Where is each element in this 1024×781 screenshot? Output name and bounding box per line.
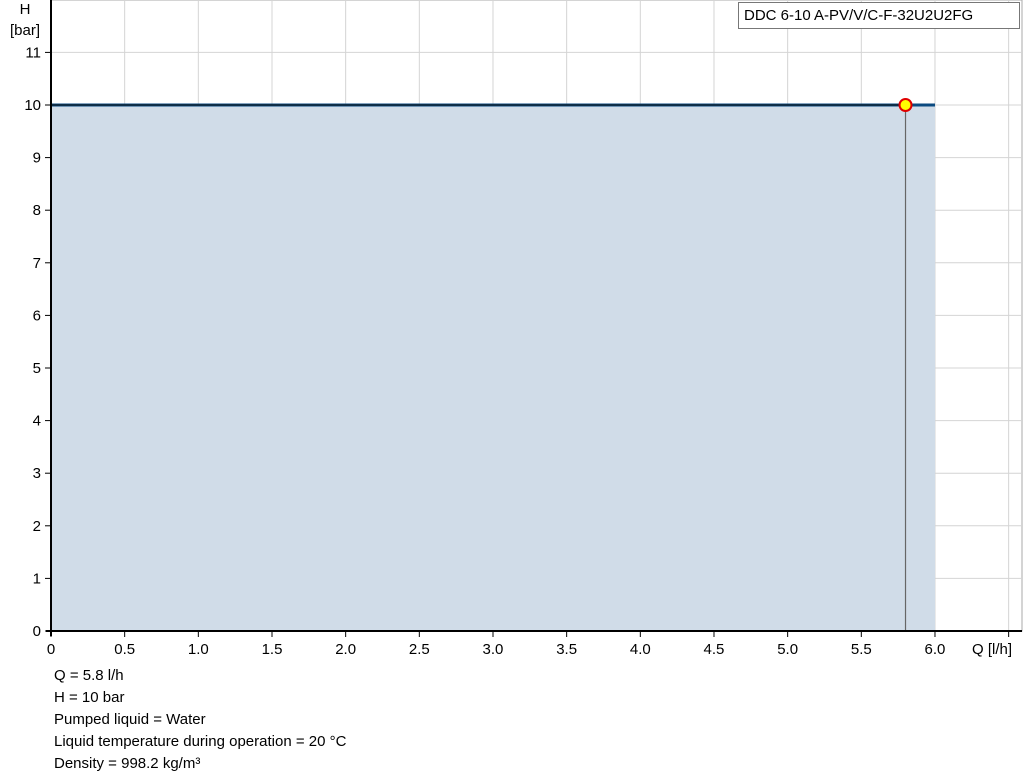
info-density: Density = 998.2 kg/m³ (54, 755, 201, 772)
y-axis-label: H (20, 1, 31, 18)
x-tick-label: 4.0 (630, 641, 651, 658)
info-liquid: Pumped liquid = Water (54, 711, 206, 728)
y-tick-label: 4 (33, 413, 41, 430)
operating-info: Q = 5.8 l/h H = 10 bar Pumped liquid = W… (54, 665, 346, 775)
x-axis-label: Q [l/h] (972, 641, 1012, 658)
info-head: H = 10 bar (54, 689, 125, 706)
y-tick-label: 3 (33, 465, 41, 482)
x-tick-label: 6.0 (925, 641, 946, 658)
y-axis-unit: [bar] (10, 22, 40, 39)
y-tick-label: 8 (33, 202, 41, 219)
y-tick-label: 0 (33, 623, 41, 640)
x-tick-label: 0.5 (114, 641, 135, 658)
legend-box: DDC 6-10 A-PV/V/C-F-32U2U2FG (738, 2, 1020, 29)
x-tick-label: 4.5 (704, 641, 725, 658)
y-tick-label: 7 (33, 255, 41, 272)
x-tick-label: 1.5 (262, 641, 283, 658)
x-tick-label: 2.5 (409, 641, 430, 658)
x-tick-label: 3.5 (556, 641, 577, 658)
y-tick-label: 6 (33, 307, 41, 324)
x-tick-label: 0 (47, 641, 55, 658)
y-tick-label: 5 (33, 360, 41, 377)
duty-point-marker (898, 98, 913, 112)
operating-area (51, 105, 935, 631)
y-tick-label: 10 (24, 97, 41, 114)
info-temperature: Liquid temperature during operation = 20… (54, 733, 347, 750)
x-tick-label: 5.0 (777, 641, 798, 658)
y-tick-label: 9 (33, 150, 41, 167)
x-tick-label: 2.0 (335, 641, 356, 658)
x-tick-label: 3.0 (483, 641, 504, 658)
y-tick-label: 1 (33, 570, 41, 587)
x-tick-label: 1.0 (188, 641, 209, 658)
info-flow: Q = 5.8 l/h (54, 667, 124, 684)
x-tick-label: 5.5 (851, 641, 872, 658)
y-tick-label: 11 (25, 44, 41, 61)
legend-title: DDC 6-10 A-PV/V/C-F-32U2U2FG (744, 7, 974, 24)
y-tick-label: 2 (33, 518, 41, 535)
